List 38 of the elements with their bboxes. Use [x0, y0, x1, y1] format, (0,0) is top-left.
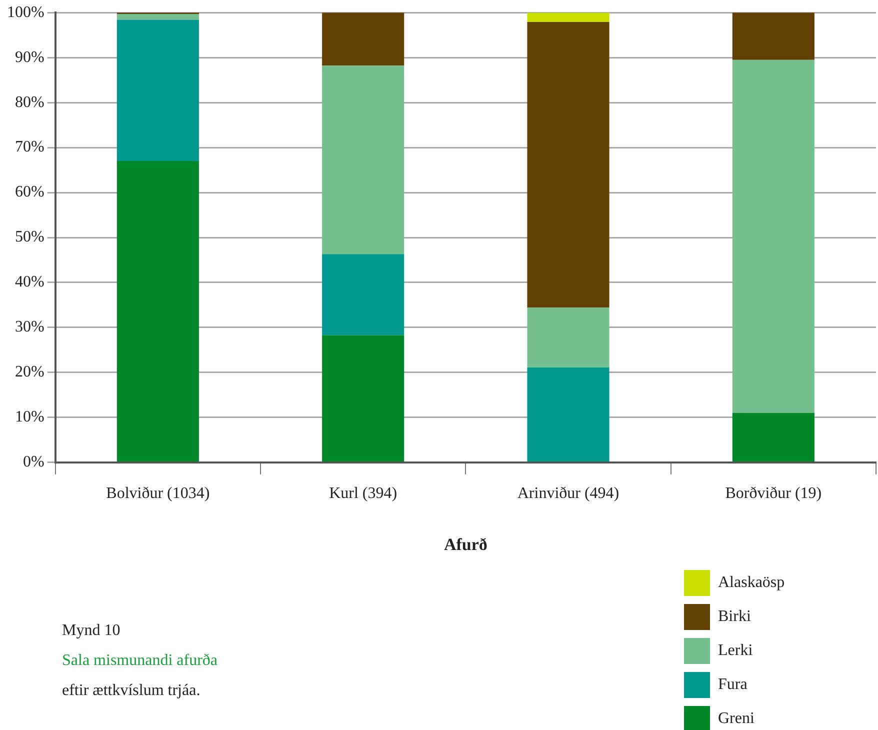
y-tick-label: 30%: [15, 318, 44, 336]
legend-label: Birki: [718, 608, 751, 626]
y-tick-label: 0%: [23, 454, 44, 471]
x-tick-label: Bolviður (1034): [106, 485, 210, 502]
y-tick-label: 50%: [15, 228, 44, 246]
bar: [732, 12, 814, 60]
x-axis-title: Afurð: [444, 535, 488, 554]
y-tick-label: 10%: [15, 408, 44, 426]
bar: [322, 254, 404, 336]
text: Mynd 10: [62, 621, 122, 641]
legend-label: Greni: [718, 710, 754, 728]
y-tick-label: 100%: [7, 4, 44, 21]
bar: [116, 20, 199, 162]
y-tick-label: 20%: [15, 364, 44, 381]
bar: [322, 66, 404, 254]
x-tick-label: Arinviður (494): [517, 485, 620, 502]
bar: [322, 335, 404, 462]
bar: [527, 22, 610, 308]
bar: [732, 60, 814, 413]
y-tick-label: 70%: [15, 138, 44, 156]
y-tick-label: 60%: [15, 184, 44, 201]
x-tick-label: Kurl (394): [329, 485, 398, 502]
legend-label: Alaskaösp: [718, 574, 785, 592]
bar: [322, 12, 404, 66]
legend-label: Fura: [718, 676, 748, 694]
bar: [732, 412, 814, 462]
text: Sala mismunandi afurða: [62, 651, 218, 671]
y-tick-label: 80%: [15, 94, 44, 111]
bar: [527, 12, 610, 22]
y-tick-label: 40%: [15, 274, 44, 291]
bar: [527, 367, 610, 462]
bar: [116, 14, 199, 20]
x-tick-label: Borðviður (19): [725, 485, 822, 502]
legend-label: Lerki: [718, 642, 753, 660]
text: eftir ættkvíslum trjáa.: [62, 681, 202, 701]
y-tick-label: 90%: [15, 48, 44, 66]
bar: [116, 161, 199, 462]
bar: [527, 308, 610, 368]
